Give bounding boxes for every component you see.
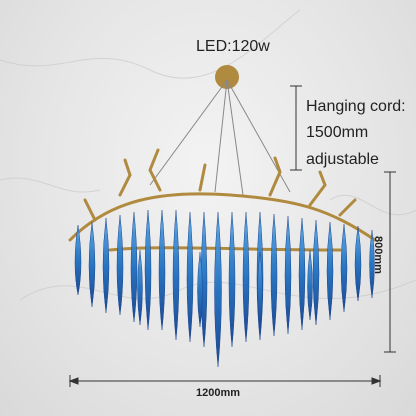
cord-label-line3: adjustable [306,151,379,168]
width-label: 1200mm [196,387,241,399]
cord-label-line2: 1500mm [306,124,369,141]
marble-veins [0,9,416,301]
cables [149,79,291,196]
height-label: 800mm [372,236,384,274]
crystal-drops [74,209,375,368]
width-arrow-left-icon [68,377,79,385]
width-arrow-right-icon [371,377,382,385]
cord-label-line1: Hanging cord: [306,98,406,115]
canopy [215,65,239,89]
power-label: LED:120w [196,38,270,55]
dimension-lines [68,85,396,387]
